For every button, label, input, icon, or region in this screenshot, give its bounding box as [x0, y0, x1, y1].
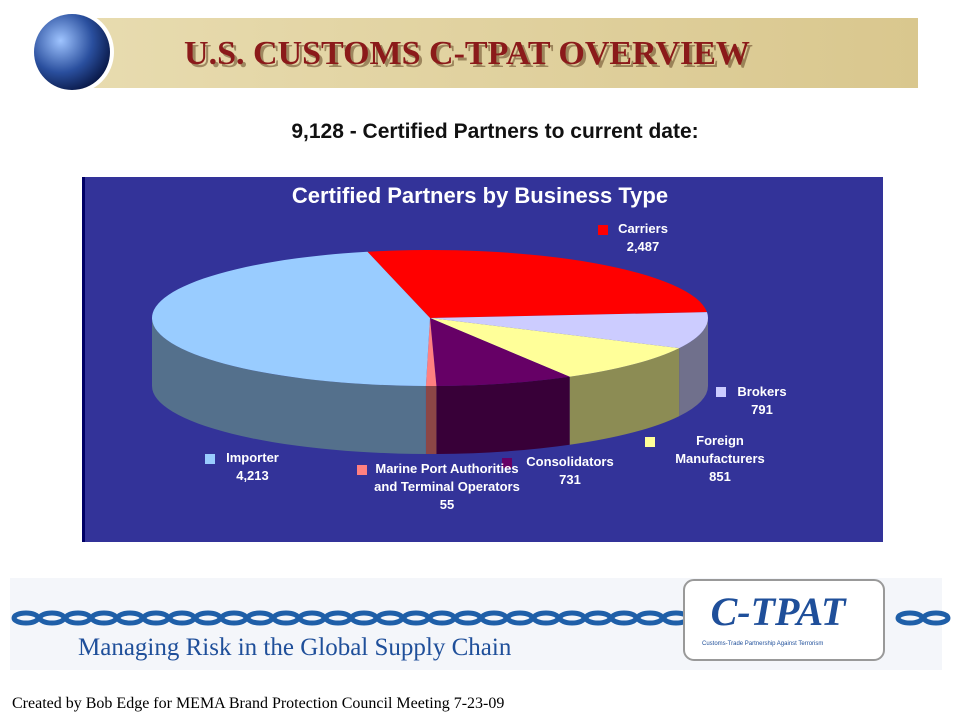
pie-slice: [430, 312, 708, 417]
legend-swatch: [502, 458, 512, 468]
slice-name: Brokers: [737, 384, 787, 399]
slice-top: [367, 249, 707, 318]
slice-label: Brokers 791: [727, 383, 797, 419]
slice-name: Carriers: [618, 221, 668, 236]
slice-label: Importer 4,213: [215, 449, 290, 485]
slice-value: 2,487: [626, 239, 660, 254]
globe: [34, 14, 110, 90]
chain: [11, 610, 951, 626]
slice-label: Marine Port Authorities and Terminal Ope…: [372, 460, 522, 514]
slice-top: [430, 318, 680, 377]
logo-text: C-TPAT: [711, 589, 847, 634]
title-shadow: U.S. CUSTOMS C-TPAT OVERVIEW: [187, 38, 753, 75]
slice-name: Foreign Manufacturers: [675, 433, 765, 466]
pie: [151, 249, 708, 454]
slice-side: [679, 318, 708, 417]
slice-top: [430, 312, 708, 349]
legend-swatch: [645, 437, 655, 447]
slice-value: 851: [709, 469, 731, 484]
slice-side: [436, 376, 570, 454]
slice-top: [425, 318, 437, 387]
pie-slice: [425, 318, 437, 454]
pie-slice: [430, 318, 570, 454]
slice-name: Importer: [226, 450, 279, 465]
subtitle: 9,128 - Certified Partners to current da…: [291, 120, 698, 143]
tagline: Managing Risk in the Global Supply Chain: [78, 634, 512, 661]
chart-title: Certified Partners by Business Type: [292, 183, 668, 208]
slice-top: [430, 318, 570, 386]
slice-name: Consolidators: [526, 454, 614, 469]
slice-label: Carriers 2,487: [608, 220, 678, 256]
slice-value: 791: [751, 402, 773, 417]
pie-slice: [430, 318, 680, 445]
logo-box: [683, 579, 885, 661]
slice-name: Marine Port Authorities and Terminal Ope…: [374, 461, 520, 494]
logo-subtitle: Customs-Trade Partnership Against Terror…: [702, 641, 823, 647]
pie-slice: [151, 251, 430, 454]
slice-value: 731: [559, 472, 581, 487]
legend-swatch: [598, 225, 608, 235]
legend-swatch: [357, 465, 367, 475]
slice-side: [425, 385, 437, 454]
legend-swatch: [716, 387, 726, 397]
header-band: [70, 18, 918, 88]
slide-title: U.S. CUSTOMS C-TPAT OVERVIEW: [184, 35, 750, 72]
slice-label: Foreign Manufacturers 851: [655, 432, 785, 486]
legend-swatch: [205, 454, 215, 464]
pie-slice: [367, 249, 707, 318]
slice-value: 4,213: [236, 468, 269, 483]
slice-label: Consolidators 731: [510, 453, 630, 489]
chart-edge: [82, 177, 85, 542]
chain-link: [921, 610, 951, 626]
footer: Created by Bob Edge for MEMA Brand Prote…: [12, 695, 504, 712]
slice-value: 55: [439, 497, 455, 512]
slice-side: [152, 318, 426, 454]
slice-top: [151, 251, 430, 386]
slice-side: [569, 348, 680, 445]
